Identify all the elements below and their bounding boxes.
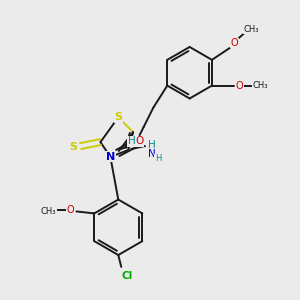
Text: CH₃: CH₃ — [253, 81, 268, 90]
Text: HN: HN — [128, 136, 143, 146]
Text: O: O — [231, 38, 238, 48]
Text: N: N — [106, 152, 115, 162]
Text: O: O — [67, 206, 74, 215]
Text: S: S — [114, 112, 122, 122]
Text: N: N — [148, 149, 156, 159]
Text: O: O — [136, 136, 144, 146]
Text: O: O — [236, 81, 244, 91]
Text: CH₃: CH₃ — [244, 25, 259, 34]
Text: Cl: Cl — [122, 271, 133, 281]
Text: CH₃: CH₃ — [41, 207, 56, 216]
Text: H: H — [148, 140, 156, 150]
Text: S: S — [70, 142, 78, 152]
Text: H: H — [155, 154, 161, 164]
